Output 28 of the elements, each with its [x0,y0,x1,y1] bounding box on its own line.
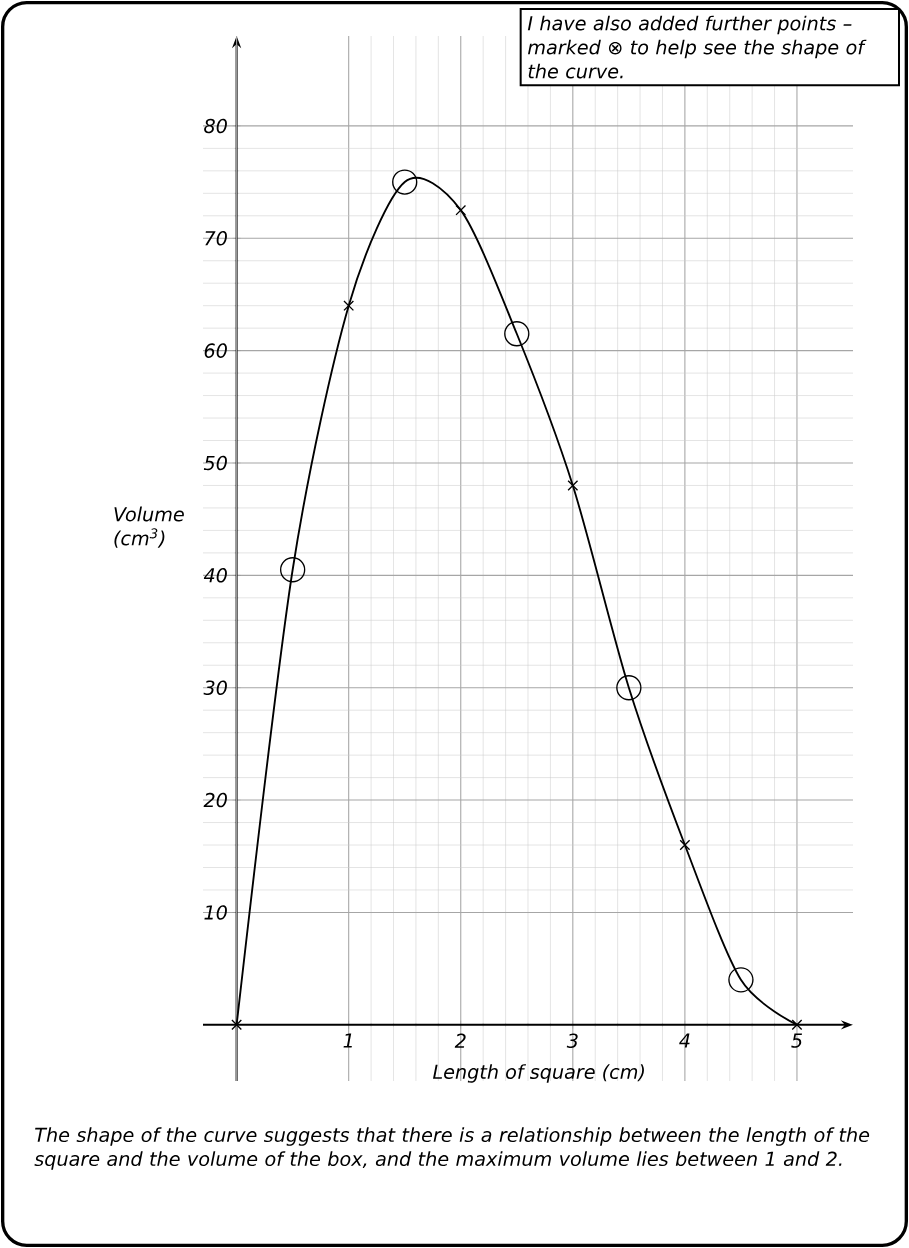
x-tick-label: 5 [791,1033,802,1048]
y-tick-label: 80 [204,118,227,134]
point [504,321,530,347]
x-tick-label: 4 [679,1033,690,1048]
x-tick-label: 2 [454,1033,466,1048]
y-tick-label: 20 [203,792,227,808]
annotation: I have also added further points – marked ⊗ to help see the shape of the curve. [527,15,867,79]
y-tick-label: 10 [204,905,227,920]
point [392,169,418,195]
x-tick-label: 3 [566,1033,578,1049]
point [343,300,355,312]
y-tick-label: 30 [203,680,227,695]
text: The shape of the curve suggests that there is a relationship between the length of the square and the volume of the box, and the maximum volume lies between 1 and 2. [34,1127,870,1170]
point [231,1019,242,1031]
point [679,839,691,851]
point [728,967,754,993]
y-axis-title: Volume (cm$^{3}$) [114,506,184,548]
point [616,675,642,701]
x-tick-label: 1 [343,1033,352,1048]
point [791,1019,803,1031]
point [455,204,467,216]
x-axis-title: Length of square (cm) [433,1064,644,1083]
y-tick-label: 70 [205,231,227,246]
y-tick-label: 60 [204,343,227,358]
y-tick-label: 40 [203,568,227,583]
point [279,557,306,583]
y-tick-label: 50 [203,455,227,471]
point [567,480,579,491]
